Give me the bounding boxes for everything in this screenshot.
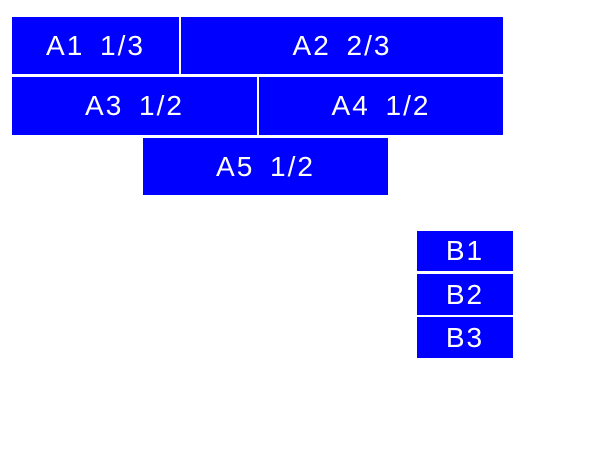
box-b2-label: B2 (445, 278, 485, 310)
box-b3: B3 (417, 317, 513, 358)
box-b1-label: B1 (445, 235, 485, 266)
box-a5: A5 1/2 (143, 138, 388, 195)
box-a3-label: A3 1/2 (85, 90, 184, 121)
box-a1: A1 1/3 (12, 17, 179, 74)
box-a5-label: A5 1/2 (216, 150, 315, 182)
box-a2: A2 2/3 (181, 17, 503, 74)
box-a3: A3 1/2 (12, 77, 257, 135)
box-b2: B2 (417, 274, 513, 315)
box-b3-label: B3 (445, 321, 485, 353)
box-b1: B1 (417, 231, 513, 271)
box-a1-label: A1 1/3 (46, 29, 145, 61)
box-a4-label: A4 1/2 (331, 90, 431, 121)
box-a2-label: A2 2/3 (292, 29, 392, 61)
box-a4: A4 1/2 (259, 77, 503, 135)
